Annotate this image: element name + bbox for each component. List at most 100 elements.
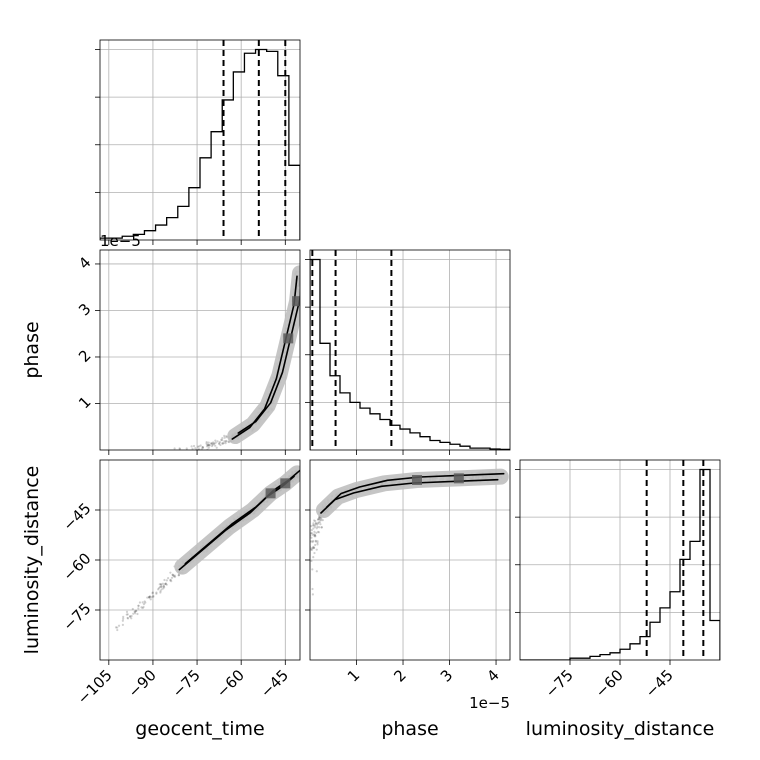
scatter-point: [310, 540, 313, 543]
scatter-point: [164, 582, 167, 586]
scatter-point: [312, 556, 315, 559]
phase-x-offset-label: 1e−5: [469, 694, 510, 712]
scatter-point: [178, 448, 182, 450]
panel-frame-luminosity-distance: [519, 459, 721, 661]
scatter-point: [162, 585, 165, 588]
scatter-point: [225, 439, 228, 443]
scatter-point: [126, 613, 129, 616]
scatter-point: [315, 527, 318, 530]
scatter-point: [213, 442, 216, 445]
scatter-point: [206, 443, 209, 446]
density-block: [453, 473, 464, 484]
scatter-point: [300, 285, 302, 287]
scatter-point: [301, 270, 303, 272]
scatter-point: [310, 548, 313, 552]
scatter-point: [155, 591, 158, 594]
scatter-point: [310, 559, 313, 563]
scatter-point: [316, 530, 320, 533]
scatter-point: [159, 591, 162, 594]
scatter-point: [132, 612, 135, 615]
scatter-point: [126, 616, 129, 620]
scatter-point: [116, 626, 119, 629]
scatter-point: [224, 442, 227, 445]
scatter-point: [312, 527, 315, 530]
scatter-point: [133, 610, 136, 613]
scatter-point: [134, 612, 137, 615]
scatter-point: [310, 536, 313, 539]
scatter-point: [152, 594, 155, 598]
x-tick-label-geocent-time: −90: [125, 666, 160, 701]
scatter-point: [316, 523, 319, 526]
scatter-point: [315, 548, 318, 551]
scatter-point: [201, 446, 205, 450]
scatter-point: [300, 280, 302, 282]
scatter-point: [316, 525, 319, 529]
panel-frame-geocent-time-luminosity-distance: [99, 459, 301, 661]
scatter-point: [313, 534, 317, 537]
scatter-point: [208, 444, 211, 447]
scatter-point: [162, 584, 165, 587]
scatter-point: [128, 615, 132, 618]
x-tick-label-phase: 4: [483, 666, 502, 685]
scatter-point: [160, 585, 163, 588]
scatter-point: [219, 443, 222, 447]
scatter-point: [211, 442, 214, 445]
scatter-point: [317, 531, 321, 534]
scatter-point: [308, 582, 310, 584]
density-block: [292, 296, 300, 307]
scatter-point: [207, 443, 210, 446]
panel-frame-geocent-time-phase: [99, 249, 301, 451]
scatter-point: [151, 592, 154, 595]
scatter-point: [314, 523, 317, 527]
scatter-point: [312, 539, 315, 543]
scatter-point: [157, 588, 160, 591]
scatter-point: [223, 434, 226, 437]
scatter-point: [148, 596, 151, 599]
scatter-point: [121, 623, 124, 626]
scatter-point: [310, 524, 313, 528]
scatter-point: [137, 604, 140, 607]
scatter-point: [313, 530, 316, 533]
scatter-point: [221, 442, 224, 445]
x-tick-label-phase: 3: [437, 666, 456, 685]
density-block: [411, 475, 422, 485]
scatter-point: [311, 568, 314, 571]
scatter-point: [114, 626, 118, 629]
scatter-point: [313, 519, 316, 522]
scatter-point: [214, 441, 217, 444]
scatter-point: [311, 533, 314, 536]
scatter-point: [301, 286, 303, 288]
contour-fill: [227, 265, 300, 445]
scatter-point: [143, 600, 146, 603]
scatter-point: [148, 596, 151, 599]
scatter-point: [310, 532, 313, 535]
scatter-point: [117, 624, 121, 627]
scatter-point: [171, 573, 174, 576]
scatter-point: [301, 294, 303, 296]
scatter-point: [177, 573, 180, 577]
scatter-point: [318, 521, 321, 524]
scatter-point: [130, 614, 133, 618]
scatter-point: [312, 545, 315, 548]
scatter-point: [300, 280, 302, 282]
density-block: [283, 333, 294, 344]
scatter-point: [148, 595, 151, 598]
scatter-point: [182, 452, 184, 454]
scatter-point: [157, 587, 161, 590]
scatter-point: [313, 533, 316, 536]
phase-y-offset-label: 1e−5: [100, 232, 141, 250]
scatter-point: [147, 595, 151, 599]
scatter-point: [150, 596, 153, 599]
scatter-point: [314, 540, 317, 543]
y-tick-label-luminosity-distance: −45: [59, 499, 94, 534]
scatter-point: [160, 588, 163, 591]
scatter-point: [159, 583, 163, 586]
scatter-point: [141, 601, 144, 604]
scatter-point: [321, 518, 324, 522]
scatter-point: [318, 526, 321, 529]
scatter-point: [317, 517, 321, 521]
scatter-point: [192, 444, 196, 448]
x-axis-label-luminosity-distance: luminosity_distance: [526, 718, 715, 740]
x-tick-label-geocent-time: −75: [169, 666, 204, 701]
